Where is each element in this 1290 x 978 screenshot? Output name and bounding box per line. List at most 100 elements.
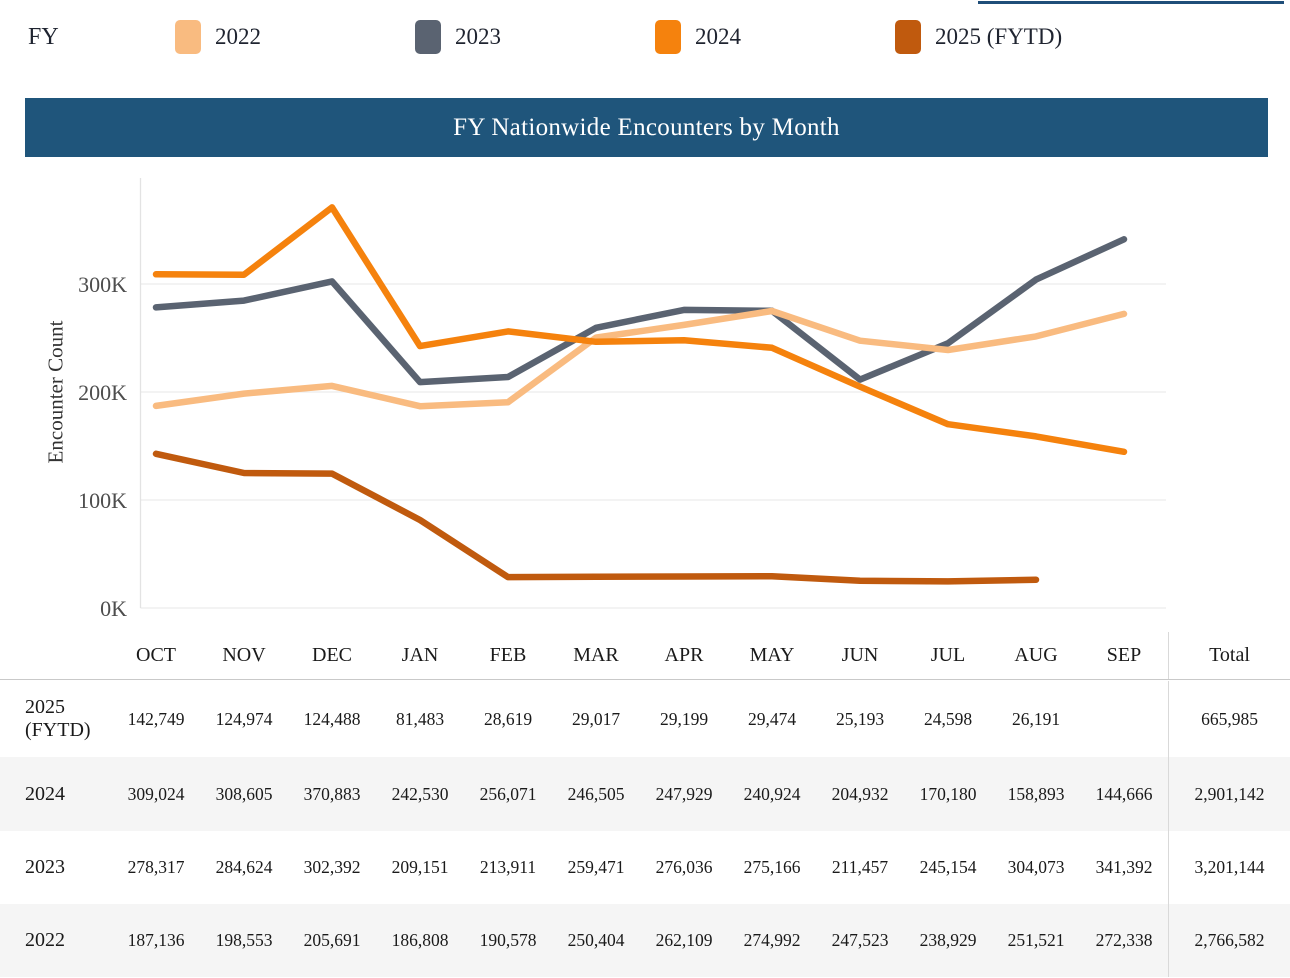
legend-swatch-icon <box>415 20 441 54</box>
value-cell-dec: 302,392 <box>303 857 361 877</box>
value-cell-jun: 211,457 <box>831 857 889 877</box>
value-cell-mar: 250,404 <box>567 930 625 950</box>
y-tick-label: 0K <box>100 596 127 621</box>
value-cell-sep: 341,392 <box>1095 857 1153 877</box>
value-cell-feb: 190,578 <box>479 930 537 950</box>
month-header-sep: SEP <box>1106 644 1142 666</box>
total-cell: 665,985 <box>1168 681 1290 757</box>
header-spacer <box>0 632 112 679</box>
value-cell-jun: 204,932 <box>831 783 889 804</box>
table-row-2024: 2024 309,024 308,605 370,883 242,530 256,071 2… <box>0 757 1290 831</box>
value-cell-sep: 272,338 <box>1095 930 1153 950</box>
value-cell-apr: 247,929 <box>655 783 713 804</box>
value-cell-sep: 144,666 <box>1095 783 1153 804</box>
value-cell-jan: 186,808 <box>391 930 449 950</box>
value-cell-may: 275,166 <box>743 857 801 877</box>
value-cell-dec: 370,883 <box>303 783 361 804</box>
value-cell-sep <box>1080 681 1168 757</box>
table-row-2022: 2022 187,136 198,553 205,691 186,808 190,578 2… <box>0 904 1290 977</box>
value-cell-jan: 242,530 <box>391 783 449 804</box>
series-line-2025-fytd-[interactable] <box>152 450 1040 585</box>
value-cell-oct: 278,317 <box>127 857 185 877</box>
top-accent-line <box>978 1 1284 4</box>
value-cell-apr: 276,036 <box>655 857 713 877</box>
value-cell-jul: 245,154 <box>919 857 977 877</box>
series-line-2024[interactable] <box>152 204 1128 456</box>
legend-swatch-icon <box>175 20 201 54</box>
month-header-oct: OCT <box>136 644 176 666</box>
value-cell-nov: 198,553 <box>215 930 273 950</box>
total-cell: 2,766,582 <box>1168 904 1290 977</box>
month-header-aug: AUG <box>1014 644 1058 666</box>
value-cell-mar: 29,017 <box>571 708 621 729</box>
value-cell-jan: 81,483 <box>395 708 445 729</box>
value-cell-may: 274,992 <box>743 930 801 950</box>
value-cell-apr: 262,109 <box>655 930 713 950</box>
total-header: Total <box>1168 632 1290 679</box>
value-cell-may: 240,924 <box>743 783 801 804</box>
value-cell-feb: 256,071 <box>479 783 537 804</box>
value-cell-oct: 142,749 <box>127 708 185 729</box>
legend-item-2024[interactable]: 2024 <box>655 20 741 54</box>
value-cell-jun: 25,193 <box>835 708 885 729</box>
legend-swatch-icon <box>895 20 921 54</box>
month-header-mar: MAR <box>573 644 619 666</box>
value-cell-mar: 246,505 <box>567 783 625 804</box>
month-header-dec: DEC <box>312 644 352 666</box>
value-cell-dec: 124,488 <box>303 708 361 729</box>
fy-legend: FY 2022 2023 2024 2025 (FYTD) <box>0 0 1290 78</box>
legend-item-label: 2022 <box>215 24 261 49</box>
month-header-feb: FEB <box>489 644 527 666</box>
legend-item-2025-fytd-[interactable]: 2025 (FYTD) <box>895 20 1062 54</box>
value-cell-jul: 238,929 <box>919 930 977 950</box>
series-line-2023[interactable] <box>152 236 1128 386</box>
month-header-may: MAY <box>749 644 795 666</box>
value-cell-jun: 247,523 <box>831 930 889 950</box>
value-cell-nov: 124,974 <box>215 708 273 729</box>
value-cell-aug: 158,893 <box>1007 783 1065 804</box>
legend-item-label: 2023 <box>455 24 501 49</box>
value-cell-nov: 284,624 <box>215 857 273 877</box>
value-cell-nov: 308,605 <box>215 783 273 804</box>
total-cell: 2,901,142 <box>1168 757 1290 831</box>
value-cell-aug: 26,191 <box>1011 708 1061 729</box>
value-cell-dec: 205,691 <box>303 930 361 950</box>
value-cell-aug: 251,521 <box>1007 930 1065 950</box>
value-cell-jul: 170,180 <box>919 783 977 804</box>
month-header-row: OCT NOV DEC JAN FEB MAR APR MAY JUN JUL AUG SEP Tota… <box>0 632 1290 680</box>
y-tick-label: 200K <box>78 380 127 405</box>
encounters-table: 2025 (FYTD) 142,749 124,974 124,488 81,483 28… <box>0 681 1290 977</box>
table-row-2025-fytd-: 2025 (FYTD) 142,749 124,974 124,488 81,483 28… <box>0 681 1290 757</box>
value-cell-apr: 29,199 <box>659 708 709 729</box>
encounters-line-chart[interactable]: 0K 100K 200K 300K <box>0 170 1290 640</box>
value-cell-feb: 28,619 <box>483 708 533 729</box>
chart-title: FY Nationwide Encounters by Month <box>453 113 840 141</box>
legend-item-label: 2025 (FYTD) <box>935 24 1063 49</box>
chart-title-bar: FY Nationwide Encounters by Month <box>25 98 1268 157</box>
value-cell-oct: 187,136 <box>127 930 185 950</box>
legend-item-label: 2024 <box>695 24 741 49</box>
y-tick-label: 300K <box>78 272 127 297</box>
total-cell: 3,201,144 <box>1168 831 1290 904</box>
row-label: 2023 <box>25 856 65 878</box>
value-cell-feb: 213,911 <box>479 857 537 877</box>
value-cell-mar: 259,471 <box>567 857 625 877</box>
table-row-2023: 2023 278,317 284,624 302,392 209,151 213,911 2… <box>0 831 1290 904</box>
month-header-apr: APR <box>664 644 704 666</box>
month-header-jun: JUN <box>841 644 879 666</box>
value-cell-aug: 304,073 <box>1007 857 1065 877</box>
y-tick-label: 100K <box>78 488 127 513</box>
legend-item-2022[interactable]: 2022 <box>175 20 261 54</box>
value-cell-jul: 24,598 <box>923 708 973 729</box>
row-label: 2024 <box>25 782 65 805</box>
value-cell-may: 29,474 <box>747 708 797 729</box>
row-label: 2022 <box>25 929 65 951</box>
month-header-nov: NOV <box>222 644 266 666</box>
legend-swatch-icon <box>655 20 681 54</box>
legend-item-2023[interactable]: 2023 <box>415 20 501 54</box>
value-cell-jan: 209,151 <box>391 857 449 877</box>
legend-title: FY <box>28 24 59 50</box>
row-label: 2025 (FYTD) <box>25 696 91 741</box>
series-line-2022[interactable] <box>152 307 1128 410</box>
